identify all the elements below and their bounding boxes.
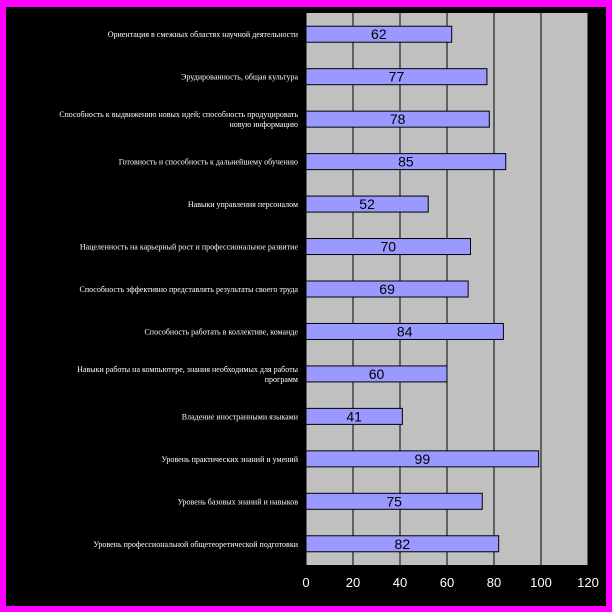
bar	[305, 365, 448, 383]
x-tick-label: 120	[577, 575, 599, 590]
bar	[305, 195, 429, 213]
category-label: Уровень практических знаний и умений	[161, 455, 298, 464]
data-label: 75	[386, 493, 402, 509]
x-tick-label: 0	[302, 575, 309, 590]
x-tick-label: 60	[440, 575, 454, 590]
data-label: 52	[359, 196, 375, 212]
bar	[305, 110, 490, 128]
category-label: Навыки управления персоналом	[188, 200, 298, 209]
bar	[305, 450, 540, 468]
bar	[305, 68, 488, 86]
data-label: 70	[380, 239, 396, 255]
category-label: Способность к выдвижению новых идей; спо…	[59, 110, 298, 129]
data-label: 85	[398, 154, 414, 170]
category-label: Готовность и способность к дальнейшему о…	[119, 158, 298, 167]
x-tick-label: 40	[393, 575, 407, 590]
data-label: 69	[379, 281, 395, 297]
category-label: Способность эффективно представлять резу…	[79, 285, 298, 294]
bar	[305, 280, 469, 298]
data-label: 82	[395, 536, 411, 552]
bar	[305, 535, 500, 553]
bar	[305, 407, 403, 425]
category-label: Владение иностранными языками	[182, 412, 299, 421]
horizontal-bar-chart: 0 20 40 60 80 100 120 62 Ориентация в смежных об…	[59, 13, 599, 590]
category-label: Нацеленность на карьерный рост и професс…	[80, 243, 299, 252]
category-label: Навыки работы на компьютере, знания необ…	[77, 365, 298, 384]
category-label: Способность работать в коллективе, коман…	[144, 327, 298, 336]
data-label: 78	[390, 111, 406, 127]
category-label: Ориентация в смежных областях научной де…	[108, 30, 299, 39]
x-tick-label: 80	[487, 575, 501, 590]
data-label: 84	[397, 323, 413, 339]
data-label: 99	[415, 451, 431, 467]
bar	[305, 238, 471, 256]
category-label: Уровень базовых знаний и навыков	[178, 497, 299, 506]
category-label: Уровень профессиональной общетеоретическ…	[93, 540, 298, 549]
data-label: 62	[371, 26, 387, 42]
bar	[305, 322, 504, 340]
chart-frame: 0 20 40 60 80 100 120 62 Ориентация в смежных об…	[6, 7, 606, 606]
data-label: 41	[346, 408, 362, 424]
data-label: 77	[389, 69, 405, 85]
bar	[305, 25, 453, 43]
bar	[305, 153, 507, 171]
x-tick-label: 100	[530, 575, 552, 590]
data-label: 60	[369, 366, 385, 382]
category-label: Эрудированность, общая культура	[181, 73, 298, 82]
bar	[305, 492, 483, 510]
x-tick-label: 20	[346, 575, 360, 590]
